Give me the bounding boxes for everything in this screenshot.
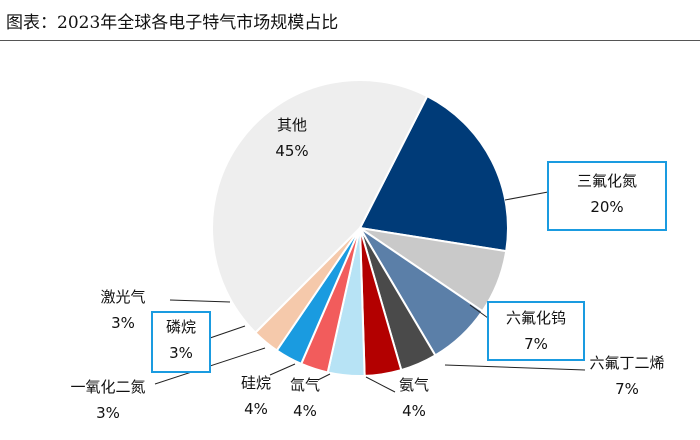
slice-name-label: 氨气: [399, 376, 429, 394]
label-box-1: [487, 301, 585, 361]
slice-value-label: 3%: [169, 344, 193, 362]
slice-name-label: 磷烷: [166, 318, 196, 336]
slice-value-label: 4%: [293, 402, 317, 420]
page-title: 图表：2023年全球各电子特气市场规模占比: [6, 13, 339, 33]
slice-name-label: 激光气: [100, 288, 145, 306]
slice-value-label: 20%: [590, 198, 623, 216]
slice-value-label: 4%: [402, 402, 426, 420]
slice-name-label: 一氧化二氮: [70, 378, 145, 396]
slice-value-label: 3%: [111, 314, 135, 332]
leader-line-0: [504, 191, 549, 201]
slice-value-label: 4%: [244, 400, 268, 418]
leader-line-5: [269, 363, 296, 376]
leader-line-4: [317, 373, 331, 381]
leader-line-3: [365, 376, 396, 393]
leader-line-7: [209, 325, 246, 339]
pie-slice-0: [358, 94, 509, 253]
slice-value-label: 45%: [275, 142, 308, 160]
slice-name-label: 其他: [277, 116, 307, 134]
label-box-7: [151, 311, 211, 373]
title-divider: [0, 40, 700, 41]
slice-name-label: 六氟化钨: [506, 309, 566, 327]
slice-name-label: 六氟丁二烯: [589, 354, 664, 372]
leader-line-1: [469, 304, 489, 319]
leader-line-8: [169, 299, 231, 303]
slice-name-label: 硅烷: [241, 374, 271, 392]
slice-name-label: 氙气: [290, 376, 320, 394]
slice-name-label: 三氟化氮: [577, 172, 637, 190]
slice-value-label: 7%: [524, 335, 548, 353]
leader-line-2: [444, 364, 586, 371]
slice-value-label: 7%: [615, 380, 639, 398]
slice-value-label: 3%: [96, 404, 120, 422]
label-box-0: [547, 161, 667, 231]
pie-slice-9: [211, 78, 429, 335]
